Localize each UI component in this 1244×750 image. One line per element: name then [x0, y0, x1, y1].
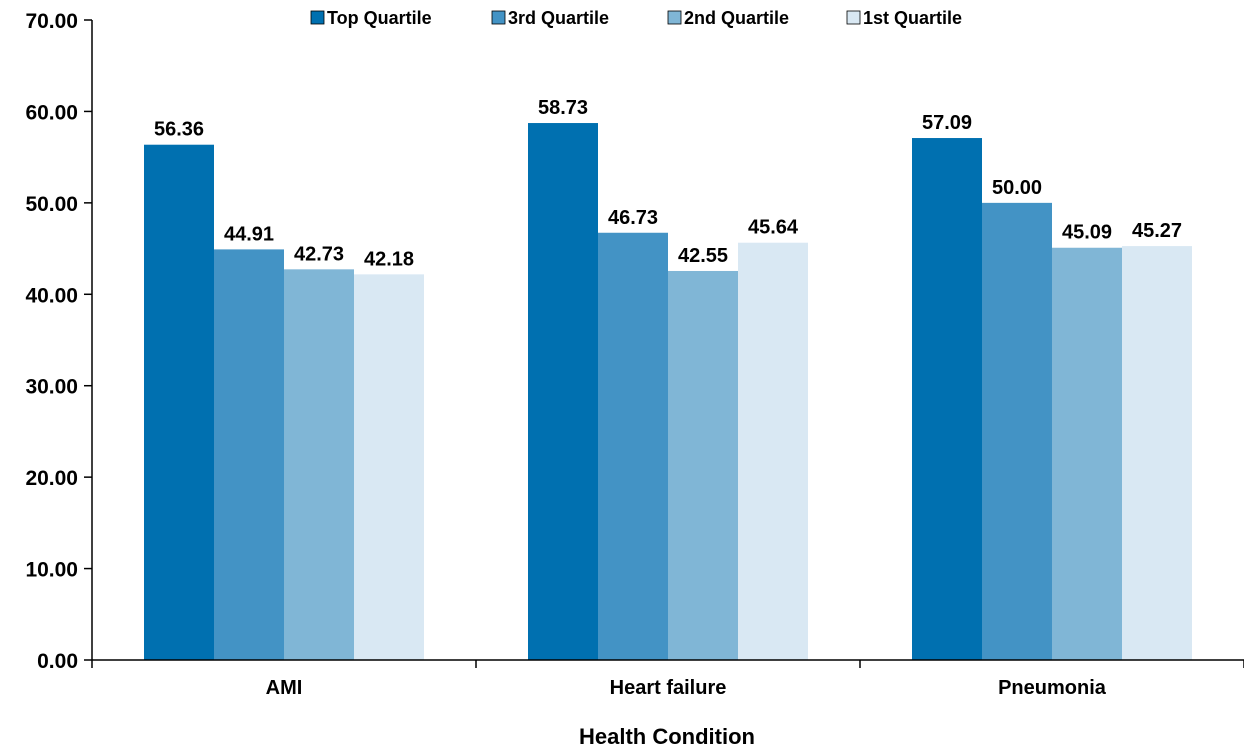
bar	[214, 249, 284, 660]
legend-label: 2nd Quartile	[684, 8, 789, 28]
bar	[598, 232, 668, 661]
legend-swatch	[310, 10, 325, 25]
y-tick-label: 50.00	[25, 193, 78, 216]
x-axis-title: Health Condition	[579, 724, 755, 749]
data-label: 57.09	[922, 112, 972, 134]
data-label: 56.36	[154, 119, 204, 141]
y-tick-label: 60.00	[25, 101, 78, 124]
bars: 56.36 44.91 42.73 42.18 58.73 46.73 42.55 45.64…	[144, 97, 1192, 661]
data-label: 42.55	[678, 245, 728, 267]
y-tick-label: 40.00	[25, 284, 78, 307]
bar	[982, 202, 1052, 660]
y-tick-label: 0.00	[37, 650, 78, 673]
bar	[738, 242, 808, 660]
y-axis: 0.00 10.00 20.00 30.00 40.00 50.00 60.00 70.00	[25, 10, 93, 673]
bar	[354, 274, 424, 660]
data-label: 50.00	[992, 177, 1042, 199]
y-tick-label: 70.00	[25, 10, 78, 33]
legend: Top Quartile 3rd Quartile 2nd Quartile 1st …	[310, 8, 962, 28]
bar	[668, 270, 738, 660]
legend-swatch	[491, 10, 506, 25]
legend-label: 3rd Quartile	[508, 8, 609, 28]
legend-label: 1st Quartile	[863, 8, 962, 28]
bar	[284, 269, 354, 660]
legend-label: Top Quartile	[327, 8, 432, 28]
y-tick-label: 20.00	[25, 467, 78, 490]
data-label: 45.64	[748, 217, 799, 239]
bar	[528, 123, 598, 661]
data-label: 45.27	[1132, 220, 1182, 242]
data-label: 58.73	[538, 97, 588, 119]
legend-swatch	[846, 10, 861, 25]
data-label: 42.73	[294, 243, 344, 265]
x-axis: AMI Heart failure Pneumonia	[91, 659, 1244, 699]
data-label: 46.73	[608, 207, 658, 229]
data-label: 44.91	[224, 223, 274, 245]
bar	[1052, 247, 1122, 660]
data-label: 42.18	[364, 248, 414, 270]
y-tick-label: 30.00	[25, 376, 78, 399]
x-category-label: AMI	[266, 677, 303, 699]
x-category-label: Heart failure	[610, 677, 727, 699]
bar	[1122, 246, 1192, 661]
y-tick-label: 10.00	[25, 559, 78, 582]
legend-swatch	[667, 10, 682, 25]
x-category-label: Pneumonia	[998, 677, 1107, 699]
bar	[144, 144, 214, 661]
data-label: 45.09	[1062, 222, 1112, 244]
bar	[912, 138, 982, 660]
